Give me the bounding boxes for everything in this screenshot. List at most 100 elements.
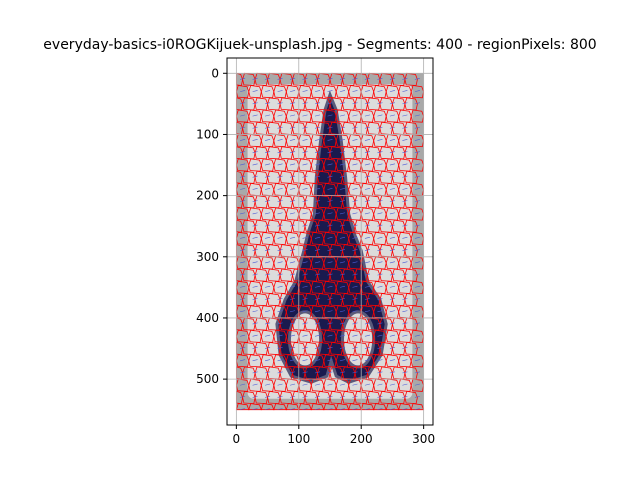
segment-cell	[317, 170, 331, 184]
flow-stroke	[377, 395, 383, 398]
flow-stroke	[265, 175, 271, 178]
flow-stroke	[327, 322, 333, 325]
segment-cell	[304, 293, 318, 307]
flow-stroke	[240, 212, 246, 215]
segment-cell	[391, 170, 406, 184]
segment-cell	[367, 268, 381, 282]
flow-stroke	[265, 261, 271, 264]
flow-stroke	[277, 347, 283, 349]
segment-cell	[267, 146, 281, 160]
flow-stroke	[302, 359, 308, 362]
segment-cell	[348, 85, 362, 99]
flow-stroke	[414, 114, 420, 117]
segment-cell	[242, 170, 256, 184]
flow-stroke	[377, 175, 383, 178]
segment-cell	[373, 329, 387, 343]
segment-cell	[379, 97, 393, 111]
flow-stroke	[327, 359, 333, 362]
segment-cell	[348, 280, 362, 294]
flow-stroke	[265, 395, 271, 398]
flow-stroke	[364, 261, 371, 264]
flow-stroke	[252, 163, 258, 166]
flow-stroke	[327, 347, 333, 349]
flow-stroke	[277, 236, 283, 239]
flow-stroke	[339, 139, 346, 141]
segment-cell	[317, 97, 331, 111]
flow-stroke	[240, 322, 246, 325]
segment-cell	[410, 85, 425, 99]
flow-stroke	[289, 126, 296, 129]
segment-cell	[367, 341, 381, 356]
flow-stroke	[277, 371, 283, 374]
segment-cell	[242, 72, 256, 86]
flow-stroke	[402, 175, 408, 178]
flow-stroke	[277, 285, 283, 288]
flow-stroke	[289, 151, 296, 154]
flow-stroke	[389, 347, 395, 349]
segment-cell	[385, 231, 400, 246]
flow-stroke	[302, 224, 308, 227]
flow-stroke	[327, 261, 333, 264]
flow-stroke	[302, 334, 308, 337]
flow-stroke	[364, 90, 371, 92]
flow-stroke	[302, 77, 308, 80]
segment-cell	[367, 97, 381, 111]
segment-cell	[279, 146, 293, 160]
flow-stroke	[389, 322, 395, 325]
segment-cell	[279, 195, 293, 209]
segment-cell	[354, 268, 368, 282]
segment-cell	[323, 329, 337, 343]
flow-stroke	[364, 187, 371, 190]
segment-cell	[404, 341, 418, 356]
flow-stroke	[252, 249, 258, 251]
segment-cell	[348, 134, 362, 148]
segment-cell	[260, 256, 275, 270]
segment-cell	[354, 97, 368, 111]
segment-cell	[267, 317, 281, 331]
flow-stroke	[389, 187, 395, 190]
y-tick-label: 200	[196, 189, 219, 203]
flow-stroke	[402, 310, 408, 313]
segment-cell	[329, 146, 343, 160]
segment-cell	[335, 280, 350, 294]
flow-stroke	[302, 139, 308, 141]
segment-cell	[279, 317, 293, 331]
flow-stroke	[364, 322, 371, 325]
flow-stroke	[364, 359, 371, 362]
segment-cell	[354, 170, 368, 184]
segment-cell	[323, 403, 337, 411]
segment-cell	[310, 207, 325, 221]
segment-cell	[323, 134, 337, 148]
segment-cell	[267, 219, 281, 233]
flow-stroke	[277, 359, 283, 362]
segment-cell	[292, 219, 306, 233]
flow-stroke	[265, 408, 271, 410]
flow-stroke	[289, 347, 296, 349]
flow-stroke	[402, 126, 408, 129]
segment-cell	[242, 219, 256, 233]
flow-stroke	[327, 212, 333, 215]
segment-cell	[329, 219, 343, 233]
flow-stroke	[252, 334, 258, 337]
segment-cell	[329, 341, 343, 356]
flow-stroke	[364, 139, 371, 141]
flow-stroke	[352, 273, 358, 276]
flow-stroke	[364, 175, 371, 178]
segment-cell	[354, 317, 368, 331]
flow-stroke	[327, 310, 333, 313]
segment-cell	[385, 280, 400, 294]
flow-stroke	[414, 347, 420, 349]
flow-stroke	[289, 322, 296, 325]
flow-stroke	[352, 261, 358, 264]
flow-stroke	[352, 151, 358, 154]
segment-cell	[323, 256, 337, 270]
segment-cell	[242, 317, 256, 331]
segment-cell	[367, 170, 381, 184]
segment-cell	[379, 146, 393, 160]
flow-stroke	[265, 139, 271, 141]
segment-cell	[242, 146, 256, 160]
flow-stroke	[327, 285, 333, 288]
segment-cell	[317, 341, 331, 356]
flow-stroke	[389, 224, 395, 227]
flow-stroke	[265, 383, 271, 386]
